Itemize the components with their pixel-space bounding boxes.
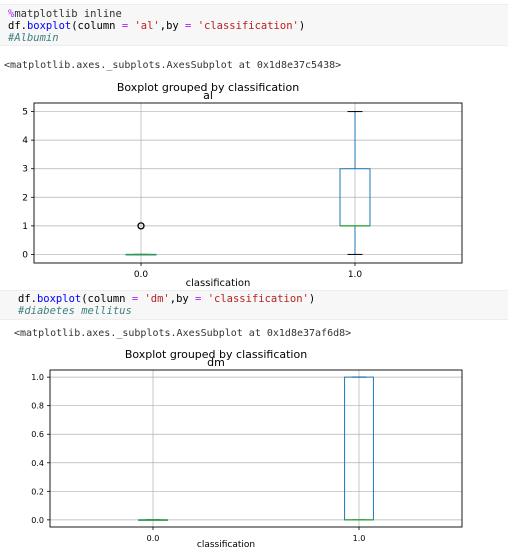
code-cell-1[interactable]: %matplotlib inline df.boxplot(column = '… (0, 4, 508, 46)
code-method: boxplot (36, 293, 82, 305)
code-eq: = (195, 293, 202, 305)
chart-title: Boxplot grouped by classification (125, 348, 307, 361)
code-open: (column (81, 293, 132, 305)
y-tick-label: 0.4 (31, 459, 44, 468)
chart-subtitle: dm (207, 356, 225, 369)
magic-command: matplotlib inline (14, 8, 122, 20)
code-line-boxplot-dm: df.boxplot(column = 'dm',by = 'classific… (18, 293, 315, 305)
y-tick-label: 2 (22, 193, 28, 203)
code-cell-2[interactable]: df.boxplot(column = 'dm',by = 'classific… (0, 290, 508, 320)
x-axis-label: classification (197, 540, 255, 548)
code-sep: ,by (159, 20, 186, 32)
code-line-boxplot-al: df.boxplot(column = 'al',by = 'classific… (8, 20, 305, 32)
code-method: boxplot (26, 20, 72, 32)
y-tick-label: 5 (22, 108, 28, 118)
code-eq: = (121, 20, 129, 32)
code-sep: ,by (169, 293, 196, 305)
y-tick-label: 1.0 (31, 373, 44, 382)
chart-title: Boxplot grouped by classification (117, 81, 299, 94)
x-tick-label: 0.0 (134, 270, 149, 280)
code-close: ) (298, 20, 306, 32)
code-obj: df. (8, 20, 27, 32)
code-string: 'al' (128, 20, 160, 32)
y-tick-label: 0.2 (31, 487, 44, 496)
code-eq: = (185, 20, 192, 32)
code-comment-diabetes: #diabetes mellitus (18, 305, 132, 317)
cell-1-output-text: <matplotlib.axes._subplots.AxesSubplot a… (4, 60, 342, 71)
code-open: (column (71, 20, 122, 32)
y-tick-label: 0 (22, 250, 28, 260)
code-close: ) (308, 293, 316, 305)
y-tick-label: 3 (22, 165, 28, 175)
code-line-magic: %matplotlib inline (8, 8, 122, 20)
magic-prefix: % (8, 8, 15, 20)
cell-2-output-text: <matplotlib.axes._subplots.AxesSubplot a… (14, 328, 352, 339)
y-tick-label: 0.8 (31, 402, 44, 411)
code-comment-albumin: #Albumin (8, 32, 59, 44)
x-tick-label: 0.0 (147, 534, 160, 543)
outlier-point (137, 222, 145, 230)
plot-frame (33, 102, 463, 264)
code-string: 'classification' (191, 20, 299, 32)
y-tick-label: 1 (22, 222, 28, 232)
y-tick-label: 0.0 (31, 516, 44, 525)
plot-frame (49, 369, 463, 528)
x-axis-label: classification (186, 278, 251, 289)
code-eq: = (131, 293, 139, 305)
code-string: 'classification' (201, 293, 309, 305)
x-tick-label: 1.0 (348, 270, 363, 280)
y-tick-label: 0.6 (31, 430, 44, 439)
code-obj: df. (18, 293, 37, 305)
chart-subtitle: al (203, 89, 213, 102)
code-string: 'dm' (138, 293, 170, 305)
y-tick-label: 4 (22, 136, 28, 146)
x-tick-label: 1.0 (353, 534, 366, 543)
